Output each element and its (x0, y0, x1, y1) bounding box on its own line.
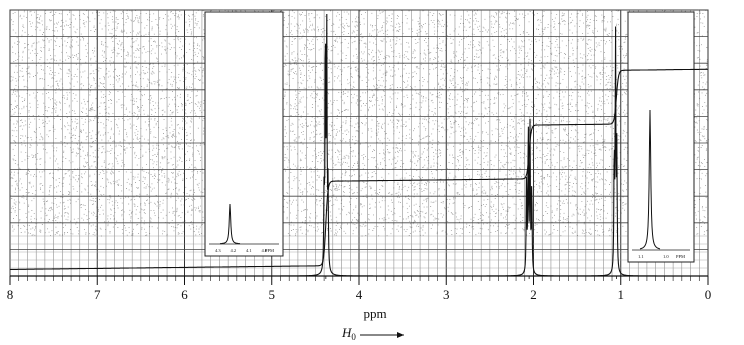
x-tick-label: 2 (530, 287, 537, 302)
field-arrow: H0 (341, 325, 404, 342)
quartet-inset-unit-label: PPM (265, 248, 274, 253)
integral-curve (10, 68, 708, 270)
quartet-inset-peak-line (219, 203, 241, 245)
integral-curve-group (10, 68, 708, 270)
x-tick-label: 1 (618, 287, 625, 302)
x-tick-label: 8 (7, 287, 14, 302)
triplet-inset-peak-line (639, 109, 661, 250)
x-tick-label: 7 (94, 287, 101, 302)
x-tick-label: 3 (443, 287, 450, 302)
quartet-inset-tick-label: 4.1 (246, 248, 252, 253)
field-label: H0 (341, 325, 356, 342)
chart-grid (9, 9, 709, 277)
quartet-inset-panel (204, 11, 284, 257)
triplet-inset-panel (627, 11, 695, 263)
x-axis: 8 7 6 5 4 3 2 1 0 (7, 276, 712, 302)
triplet-inset-tick-label: 1.1 (638, 254, 644, 259)
x-tick-label: 0 (705, 287, 712, 302)
field-arrow-head (397, 332, 404, 338)
triplet-inset-tick-label: 1.0 (663, 254, 669, 259)
x-tick-label: 6 (181, 287, 188, 302)
x-tick-label: 4 (356, 287, 363, 302)
quartet-inset-tick-label: 4.0 (262, 248, 268, 253)
triplet-inset-unit-label: PPM (676, 254, 685, 259)
x-tick-label: 5 (269, 287, 276, 302)
quartet-inset-tick-label: 4.3 (215, 248, 221, 253)
x-axis-title: ppm (363, 306, 386, 321)
quartet-inset-tick-label: 4.2 (231, 248, 237, 253)
